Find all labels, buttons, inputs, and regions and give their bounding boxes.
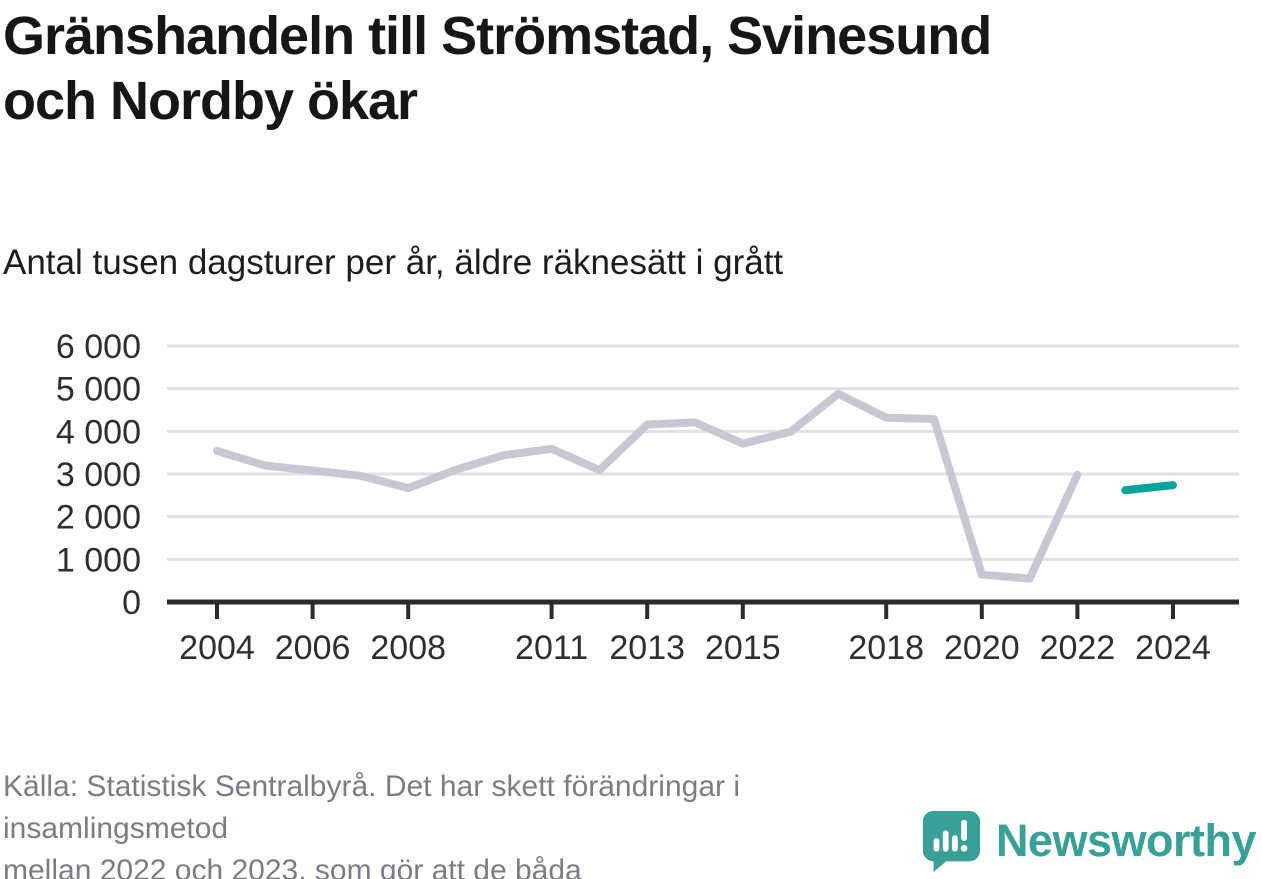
x-tick-label: 2015	[705, 629, 781, 667]
chart-subtitle: Antal tusen dagsturer per år, äldre räkn…	[3, 243, 784, 282]
y-tick-label: 3 000	[56, 456, 141, 494]
y-tick-label: 4 000	[56, 413, 141, 451]
newsworthy-wordmark: Newsworthy	[995, 815, 1257, 866]
line-chart: 2004 2006 2008 2011 2013 2015 2018 2020 2022 2024…	[56, 328, 1239, 667]
y-tick-label: 5 000	[56, 371, 141, 409]
x-tick-label: 2024	[1135, 629, 1211, 667]
x-tick-label: 2008	[370, 629, 446, 667]
source-note: Källa: Statistisk Sentralbyrå. Det har s…	[3, 766, 943, 879]
y-tick-label: 2 000	[56, 499, 141, 537]
x-tick-label: 2006	[275, 629, 351, 667]
y-tick-label: 0	[122, 584, 141, 622]
x-tick-label: 2004	[179, 629, 255, 667]
page-title-line-1: Gränshandeln till Strömstad, Svinesund	[3, 6, 992, 66]
series-line-new-method	[1121, 481, 1177, 495]
newsworthy-logo: Newsworthy	[920, 809, 1257, 873]
x-tick-label: 2013	[609, 629, 685, 667]
newsworthy-bubble-icon	[922, 810, 980, 872]
page-title-line-2: och Nordby ökar	[3, 70, 418, 131]
x-tick-label: 2022	[1040, 629, 1116, 667]
source-note-line-1: Källa: Statistisk Sentralbyrå. Det har s…	[3, 770, 740, 845]
y-tick-label: 1 000	[56, 541, 141, 579]
x-tick-label: 2011	[515, 629, 588, 667]
x-tick-label: 2020	[944, 629, 1020, 667]
page-title: Gränshandeln till Strömstad, Svinesund o…	[3, 4, 1243, 134]
y-tick-label: 6 000	[56, 328, 141, 366]
source-note-line-2: mellan 2022 och 2023, som gör att de båd…	[3, 854, 582, 879]
series-line-old-method	[213, 389, 1082, 583]
x-tick-label: 2018	[848, 629, 924, 667]
